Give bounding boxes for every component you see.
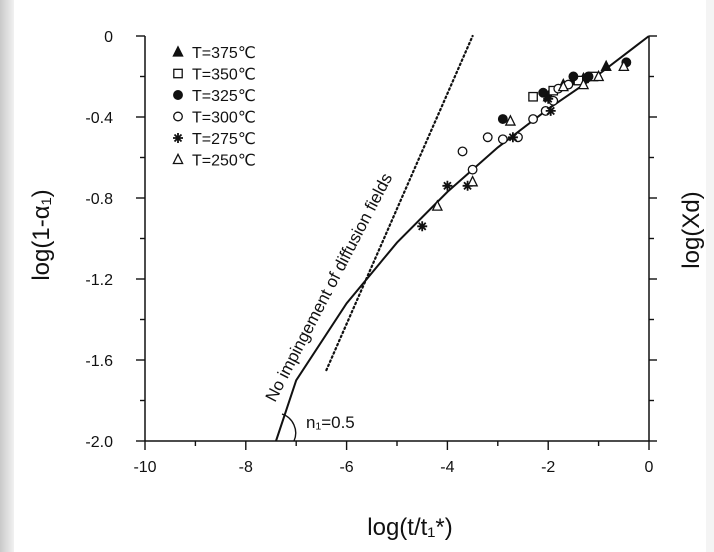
x-tick-label: -4 — [440, 459, 454, 476]
legend-marker — [173, 68, 183, 79]
data-point — [557, 79, 569, 92]
data-point — [545, 105, 556, 116]
no-impingement-line — [325, 34, 474, 372]
x-tick-label: 0 — [645, 459, 654, 476]
data-point — [528, 91, 538, 102]
legend-marker — [173, 133, 183, 143]
x-axis-title: log(t/t₁*) — [367, 514, 452, 541]
scan-edge — [0, 0, 14, 552]
data-point — [417, 221, 428, 232]
legend-label: T=275℃ — [192, 131, 256, 148]
y-tick-label: -2.0 — [85, 434, 113, 451]
legend-marker — [172, 152, 184, 165]
legend-marker — [173, 111, 183, 122]
data-point — [482, 132, 493, 143]
legend-label: T=350℃ — [192, 67, 256, 84]
data-point — [618, 59, 630, 72]
page-shadow — [706, 0, 714, 552]
legend-marker — [173, 90, 183, 100]
data-point — [457, 146, 468, 157]
data-point — [467, 164, 478, 175]
data-point — [577, 77, 590, 90]
slope-angle-arc — [281, 413, 297, 442]
data-points — [417, 57, 632, 232]
data-point — [442, 180, 453, 191]
data-point — [507, 132, 518, 143]
y-tick-label: -0.4 — [85, 110, 113, 127]
legend-label: T=300℃ — [192, 110, 256, 127]
data-point — [568, 71, 579, 82]
fit-curve — [275, 35, 650, 442]
data-point — [497, 134, 508, 145]
no-impingement-label: No impingement of diffusion fields — [262, 170, 397, 405]
y-tick-label: 0 — [104, 29, 113, 46]
slope-label: n₁=0.5 — [306, 413, 355, 432]
y-axis-title: log(1-α₁) — [28, 189, 55, 280]
y-tick-label: -1.6 — [85, 353, 113, 370]
legend-label: T=325℃ — [192, 88, 256, 105]
data-point — [497, 114, 508, 124]
tick-marks — [136, 35, 657, 450]
legend: T=375℃ T=350℃ T=325℃ T=300℃ T=275℃ T=250℃ — [172, 45, 256, 170]
data-point — [431, 199, 443, 211]
y-tick-labels: 0 -0.4 -0.8 -1.2 -1.6 -2.0 — [85, 29, 113, 451]
data-point — [466, 175, 479, 187]
data-point — [600, 59, 612, 72]
data-point — [592, 69, 605, 82]
legend-label: T=250℃ — [192, 153, 256, 170]
y-tick-label: -1.2 — [85, 272, 113, 289]
y-tick-label: -0.8 — [85, 191, 113, 208]
legend-label: T=375℃ — [192, 45, 256, 62]
legend-marker — [172, 45, 184, 57]
data-point — [528, 114, 539, 124]
x-tick-label: -8 — [239, 459, 253, 476]
data-point — [504, 114, 517, 126]
x-tick-label: -2 — [541, 459, 555, 476]
chart-lines — [275, 34, 650, 442]
x-tick-label: -6 — [339, 459, 353, 476]
x-tick-label: -10 — [133, 459, 156, 476]
data-point — [583, 71, 594, 82]
y-axis-right-title: log(Xd) — [678, 191, 705, 268]
x-tick-labels: -10 -8 -6 -4 -2 0 — [133, 459, 653, 476]
data-point — [543, 93, 554, 104]
